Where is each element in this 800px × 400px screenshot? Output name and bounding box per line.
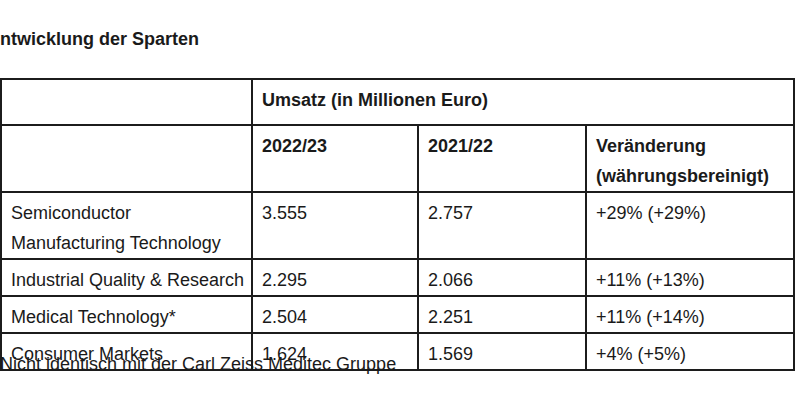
- page-title: ntwicklung der Sparten: [0, 28, 199, 50]
- umsatz-2021-22-cell: 2.066: [418, 259, 586, 296]
- table-row: Semiconductor Manufacturing Technology 3…: [1, 192, 794, 259]
- column-header-2021-22: 2021/22: [418, 125, 586, 192]
- footnote: Nicht identisch mit der Carl Zeiss Medit…: [0, 353, 396, 375]
- umsatz-2021-22-cell: 2.251: [418, 296, 586, 333]
- sparten-table: Umsatz (in Millionen Euro) 2022/23 2021/…: [0, 78, 795, 371]
- column-header-veraenderung: Veränderung (währungsbereinigt): [586, 125, 794, 192]
- umsatz-2022-23-cell: 3.555: [252, 192, 418, 259]
- veraenderung-cell: +11% (+14%): [586, 296, 794, 333]
- column-header-2022-23: 2022/23: [252, 125, 418, 192]
- veraenderung-cell: +4% (+5%): [586, 333, 794, 370]
- column-header-row: 2022/23 2021/22 Veränderung (währungsber…: [1, 125, 794, 192]
- umsatz-2021-22-cell: 2.757: [418, 192, 586, 259]
- veraenderung-cell: +11% (+13%): [586, 259, 794, 296]
- row-label-cell: Medical Technology*: [1, 296, 252, 333]
- group-header-cell: Umsatz (in Millionen Euro): [252, 79, 794, 125]
- umsatz-2021-22-cell: 1.569: [418, 333, 586, 370]
- row-label-cell: Semiconductor Manufacturing Technology: [1, 192, 252, 259]
- sparten-table-container: Umsatz (in Millionen Euro) 2022/23 2021/…: [0, 78, 795, 371]
- veraenderung-cell: +29% (+29%): [586, 192, 794, 259]
- label-header-cell: [1, 125, 252, 192]
- umsatz-2022-23-cell: 2.295: [252, 259, 418, 296]
- row-label-cell: Industrial Quality & Research: [1, 259, 252, 296]
- group-header-row: Umsatz (in Millionen Euro): [1, 79, 794, 125]
- umsatz-2022-23-cell: 2.504: [252, 296, 418, 333]
- table-row: Medical Technology* 2.504 2.251 +11% (+1…: [1, 296, 794, 333]
- table-row: Industrial Quality & Research 2.295 2.06…: [1, 259, 794, 296]
- empty-corner-cell: [1, 79, 252, 125]
